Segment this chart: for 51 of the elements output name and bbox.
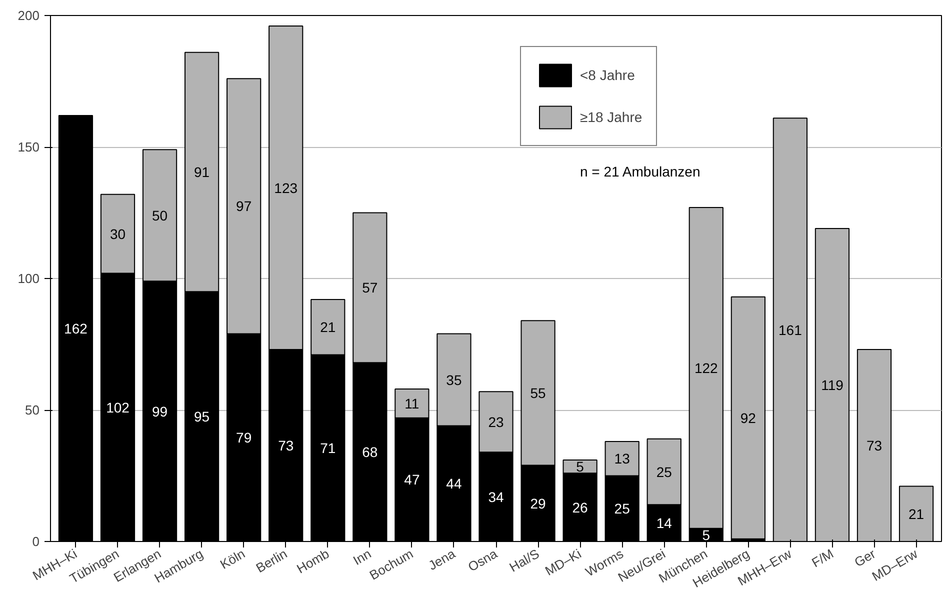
data-label: 5 — [702, 526, 710, 543]
data-label: 25 — [614, 500, 630, 517]
data-label: 102 — [106, 399, 130, 416]
data-label: 14 — [656, 515, 672, 532]
data-label: 122 — [694, 360, 718, 376]
data-label: 73 — [866, 438, 882, 454]
data-label: 68 — [362, 444, 378, 460]
x-tick-label: Berlin — [253, 546, 290, 576]
data-label: 99 — [152, 403, 168, 420]
data-label: 23 — [488, 414, 504, 430]
x-tick-label: F/M — [809, 546, 836, 570]
data-label: 25 — [656, 464, 672, 480]
data-label: 35 — [446, 372, 462, 388]
x-tick-label: Jena — [426, 546, 458, 574]
x-tick-label: Ger — [852, 546, 879, 570]
data-label: 11 — [404, 395, 420, 412]
annotation: n = 21 Ambulanzen — [580, 164, 700, 180]
y-tick-label: 50 — [25, 402, 40, 418]
data-label: 57 — [362, 280, 378, 296]
data-label: 34 — [488, 488, 504, 505]
data-label: 30 — [110, 226, 126, 242]
data-label: 29 — [530, 495, 546, 512]
legend-label: <8 Jahre — [580, 67, 635, 83]
data-label: 73 — [278, 438, 294, 454]
data-label: 92 — [740, 410, 756, 426]
data-label: 5 — [576, 458, 584, 475]
data-label: 13 — [614, 450, 630, 467]
data-label: 47 — [404, 472, 420, 488]
data-label: 97 — [236, 198, 252, 214]
data-label: 71 — [320, 440, 336, 456]
data-label: 44 — [446, 476, 462, 492]
data-label: 162 — [64, 320, 88, 336]
data-label: 95 — [194, 408, 210, 425]
data-label: 26 — [572, 499, 588, 516]
data-label: 21 — [908, 506, 924, 522]
legend-label: ≥18 Jahre — [580, 109, 642, 125]
y-tick-label: 200 — [18, 8, 40, 23]
x-tick-label: Köln — [218, 546, 248, 572]
data-label: 123 — [274, 180, 298, 196]
x-tick-label: Inn — [350, 546, 374, 568]
data-label: 50 — [152, 207, 168, 224]
y-tick-label: 100 — [18, 271, 40, 286]
x-tick-label: Osna — [465, 546, 500, 575]
y-tick-label: 0 — [32, 534, 40, 549]
data-label: 79 — [236, 430, 252, 446]
data-label: 119 — [821, 377, 844, 394]
data-label: 21 — [320, 319, 336, 336]
data-label: 55 — [530, 384, 546, 401]
data-label: 161 — [778, 322, 802, 338]
data-label: 91 — [194, 164, 210, 180]
y-tick-label: 150 — [18, 140, 40, 154]
